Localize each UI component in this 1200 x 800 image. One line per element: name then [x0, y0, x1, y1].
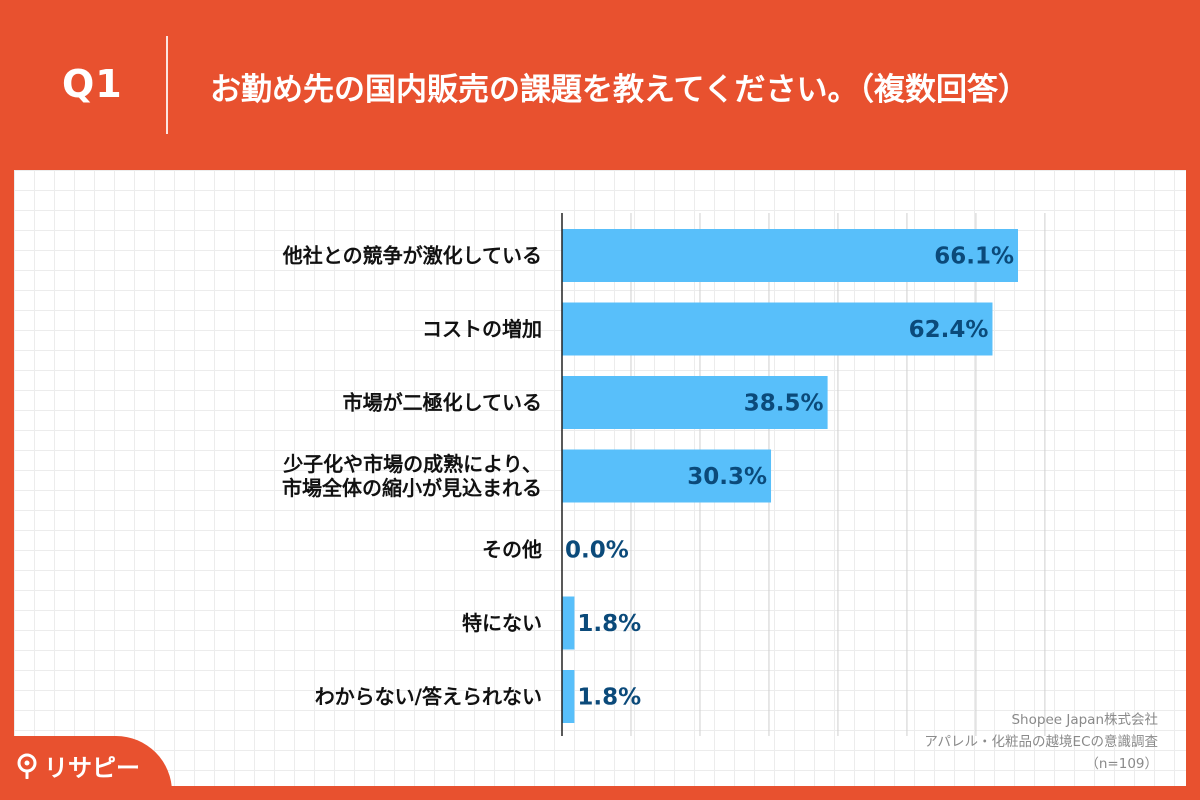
value-label: 62.4%	[909, 317, 989, 343]
value-label: 66.1%	[934, 244, 1014, 270]
bar	[562, 596, 575, 650]
value-label: 38.5%	[744, 391, 824, 417]
bar	[562, 376, 828, 429]
value-label: 1.8%	[577, 611, 641, 637]
source-survey: アパレル・化粧品の越境ECの意識調査	[924, 734, 1158, 750]
bar	[562, 229, 1018, 282]
category-label: 市場が二極化している	[343, 391, 542, 415]
pin-icon	[17, 753, 37, 779]
bar	[562, 670, 575, 723]
bar-chart: 66.1% 他社との競争が激化している 62.4% コストの増加 38.5% 市場が二極化…	[282, 213, 1046, 736]
bar	[562, 449, 772, 503]
risapi-logo: リサピー	[16, 748, 140, 783]
question-title: お勤め先の国内販売の課題を教えてください。（複数回答）	[210, 72, 1030, 108]
logo-text: リサピー	[44, 754, 140, 782]
bar	[562, 302, 993, 356]
source-company: Shopee Japan株式会社	[1011, 712, 1158, 728]
value-label: 1.8%	[577, 685, 641, 711]
header-divider	[166, 36, 168, 134]
category-label: 他社との競争が激化している	[282, 244, 542, 268]
header: Q1 お勤め先の国内販売の課題を教えてください。（複数回答）	[0, 0, 1200, 170]
category-label: 少子化や市場の成熟により、	[282, 452, 542, 476]
category-label: コストの増加	[422, 317, 542, 341]
source-sample-size: （n=109）	[1085, 756, 1158, 772]
value-label: 30.3%	[687, 464, 767, 490]
category-label: その他	[482, 538, 542, 562]
source-note: Shopee Japan株式会社 アパレル・化粧品の越境ECの意識調査 （n=1…	[924, 709, 1158, 775]
question-number: Q1	[62, 62, 123, 106]
category-label: 市場全体の縮小が見込まれる	[282, 476, 542, 500]
value-label: 0.0%	[565, 538, 629, 564]
category-label: わからない/答えられない	[315, 685, 542, 709]
logo-tab	[0, 736, 172, 800]
chart-panel: 66.1% 他社との競争が激化している 62.4% コストの増加 38.5% 市場が二極化…	[14, 170, 1186, 786]
category-label: 特にない	[462, 611, 542, 635]
